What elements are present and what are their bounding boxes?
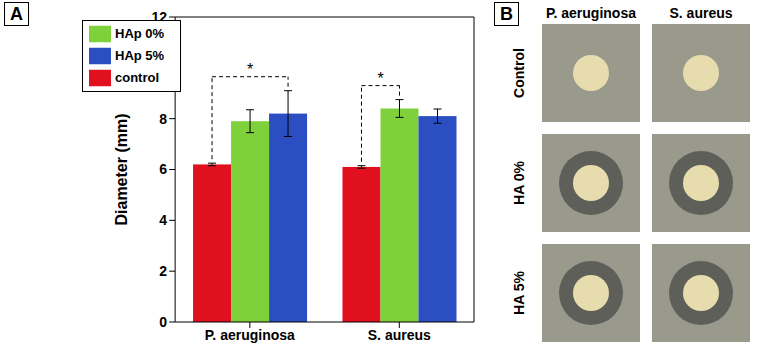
svg-text:Diameter (mm): Diameter (mm) (113, 113, 130, 225)
html-text:HAp 5%: HAp 5% (115, 48, 165, 64)
html-text:control: control (115, 70, 160, 86)
html-text:B: B (500, 4, 513, 24)
html-text:A: A (10, 4, 23, 24)
svg-text:*: * (377, 70, 383, 87)
svg-text:P. aeruginosa: P. aeruginosa (546, 5, 636, 21)
svg-text:HA 5%: HA 5% (511, 271, 527, 315)
svg-text:8: 8 (159, 111, 167, 127)
svg-text:10: 10 (152, 60, 168, 76)
svg-text:HA 0%: HA 0% (511, 161, 527, 205)
svg-text:S. aureus: S. aureus (368, 327, 431, 343)
svg-text:*: * (247, 61, 253, 78)
svg-text:0: 0 (159, 314, 167, 330)
svg-text:P. aeruginosa: P. aeruginosa (205, 327, 295, 343)
svg-text:S. aureus: S. aureus (669, 5, 732, 21)
html-text:HAp 0%: HAp 0% (115, 26, 165, 42)
svg-text:12: 12 (152, 9, 168, 25)
svg-text:Control: Control (511, 48, 527, 98)
svg-text:6: 6 (159, 161, 167, 177)
svg-text:2: 2 (159, 263, 167, 279)
svg-text:4: 4 (159, 212, 167, 228)
